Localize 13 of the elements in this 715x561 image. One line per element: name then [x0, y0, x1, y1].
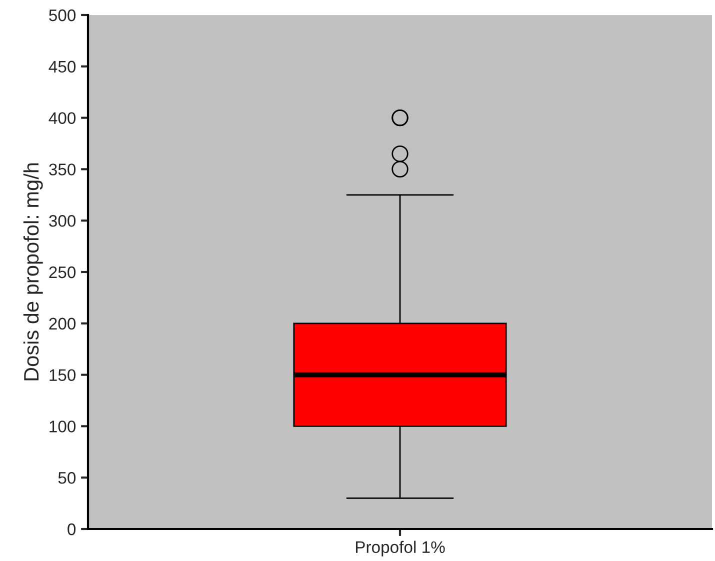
y-axis-title: Dosis de propofol: mg/h	[23, 163, 43, 380]
y-tick-label: 100	[50, 420, 76, 432]
y-tick-label: 0	[68, 523, 76, 536]
y-tick-label: 250	[49, 266, 76, 278]
y-tick-label: 200	[49, 318, 76, 330]
y-tick-label: 350	[49, 164, 76, 176]
y-tick-label: 150	[50, 369, 76, 382]
y-tick-label: 300	[49, 215, 76, 227]
y-tick-label: 400	[48, 112, 76, 124]
y-tick-label: 500	[49, 9, 76, 22]
y-tick-label: 450	[48, 60, 76, 73]
y-tick-label: 50	[58, 472, 76, 484]
x-tick-label: Propofol 1%	[356, 540, 445, 556]
